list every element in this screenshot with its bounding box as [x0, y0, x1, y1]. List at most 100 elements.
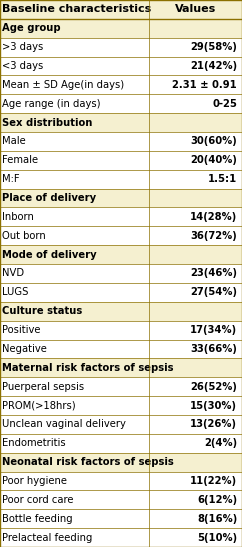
Bar: [0, 415, 149, 434]
Bar: [0, 358, 149, 377]
Text: Out born: Out born: [2, 231, 46, 241]
Bar: [149, 245, 242, 264]
Bar: [149, 38, 242, 56]
Text: 33(66%): 33(66%): [190, 344, 237, 354]
Text: Male: Male: [2, 136, 26, 147]
Text: Sex distribution: Sex distribution: [2, 118, 93, 127]
Bar: [149, 340, 242, 358]
Bar: [149, 396, 242, 415]
Bar: [0, 396, 149, 415]
Text: Values: Values: [175, 4, 216, 14]
Bar: [0, 75, 149, 94]
Bar: [149, 434, 242, 453]
Bar: [0, 170, 149, 189]
Bar: [149, 321, 242, 340]
Text: Unclean vaginal delivery: Unclean vaginal delivery: [2, 420, 126, 429]
Bar: [0, 0, 242, 19]
Bar: [0, 321, 149, 340]
Text: 1.5:1: 1.5:1: [208, 174, 237, 184]
Text: Place of delivery: Place of delivery: [2, 193, 97, 203]
Bar: [149, 302, 242, 321]
Bar: [149, 75, 242, 94]
Bar: [149, 207, 242, 226]
Bar: [0, 19, 149, 38]
Text: 11(22%): 11(22%): [190, 476, 237, 486]
Text: 2(4%): 2(4%): [204, 438, 237, 448]
Text: Inborn: Inborn: [2, 212, 34, 222]
Bar: [0, 377, 149, 396]
Bar: [0, 132, 149, 151]
Text: 13(26%): 13(26%): [190, 420, 237, 429]
Bar: [149, 453, 242, 472]
Text: 29(58%): 29(58%): [190, 42, 237, 52]
Text: Female: Female: [2, 155, 38, 165]
Bar: [0, 340, 149, 358]
Bar: [149, 132, 242, 151]
Bar: [149, 226, 242, 245]
Text: 15(30%): 15(30%): [190, 400, 237, 411]
Bar: [149, 377, 242, 396]
Bar: [0, 94, 149, 113]
Text: Prelacteal feeding: Prelacteal feeding: [2, 533, 93, 543]
Text: Bottle feeding: Bottle feeding: [2, 514, 73, 523]
Bar: [149, 415, 242, 434]
Text: 20(40%): 20(40%): [190, 155, 237, 165]
Text: LUGS: LUGS: [2, 287, 29, 298]
Bar: [149, 113, 242, 132]
Text: Puerperal sepsis: Puerperal sepsis: [2, 382, 84, 392]
Bar: [149, 509, 242, 528]
Bar: [149, 491, 242, 509]
Bar: [149, 528, 242, 547]
Text: M:F: M:F: [2, 174, 20, 184]
Bar: [0, 38, 149, 56]
Text: Culture status: Culture status: [2, 306, 83, 316]
Text: Age group: Age group: [2, 24, 61, 33]
Bar: [0, 434, 149, 453]
Bar: [149, 283, 242, 302]
Bar: [0, 264, 149, 283]
Bar: [149, 94, 242, 113]
Bar: [0, 189, 149, 207]
Text: 2.31 ± 0.91: 2.31 ± 0.91: [172, 80, 237, 90]
Text: >3 days: >3 days: [2, 42, 44, 52]
Text: Baseline characteristics: Baseline characteristics: [2, 4, 152, 14]
Text: 21(42%): 21(42%): [190, 61, 237, 71]
Text: Poor cord care: Poor cord care: [2, 495, 74, 505]
Bar: [0, 226, 149, 245]
Text: Age range (in days): Age range (in days): [2, 99, 101, 109]
Bar: [0, 245, 149, 264]
Text: 23(46%): 23(46%): [190, 269, 237, 278]
Bar: [149, 170, 242, 189]
Bar: [0, 491, 149, 509]
Text: PROM(>18hrs): PROM(>18hrs): [2, 400, 76, 411]
Text: Maternal risk factors of sepsis: Maternal risk factors of sepsis: [2, 363, 174, 373]
Bar: [0, 283, 149, 302]
Text: NVD: NVD: [2, 269, 24, 278]
Text: 36(72%): 36(72%): [190, 231, 237, 241]
Bar: [0, 453, 149, 472]
Text: 30(60%): 30(60%): [190, 136, 237, 147]
Text: 26(52%): 26(52%): [190, 382, 237, 392]
Bar: [149, 264, 242, 283]
Text: Poor hygiene: Poor hygiene: [2, 476, 68, 486]
Text: Neonatal risk factors of sepsis: Neonatal risk factors of sepsis: [2, 457, 174, 467]
Bar: [149, 56, 242, 75]
Bar: [149, 19, 242, 38]
Text: Endometritis: Endometritis: [2, 438, 66, 448]
Text: 6(12%): 6(12%): [197, 495, 237, 505]
Text: Mean ± SD Age(in days): Mean ± SD Age(in days): [2, 80, 125, 90]
Bar: [0, 509, 149, 528]
Text: 14(28%): 14(28%): [190, 212, 237, 222]
Bar: [149, 472, 242, 491]
Text: Negative: Negative: [2, 344, 47, 354]
Bar: [0, 56, 149, 75]
Text: 8(16%): 8(16%): [197, 514, 237, 523]
Bar: [149, 358, 242, 377]
Bar: [0, 207, 149, 226]
Text: Mode of delivery: Mode of delivery: [2, 249, 97, 260]
Text: Positive: Positive: [2, 325, 41, 335]
Bar: [0, 113, 149, 132]
Text: 5(10%): 5(10%): [197, 533, 237, 543]
Text: 17(34%): 17(34%): [190, 325, 237, 335]
Text: <3 days: <3 days: [2, 61, 44, 71]
